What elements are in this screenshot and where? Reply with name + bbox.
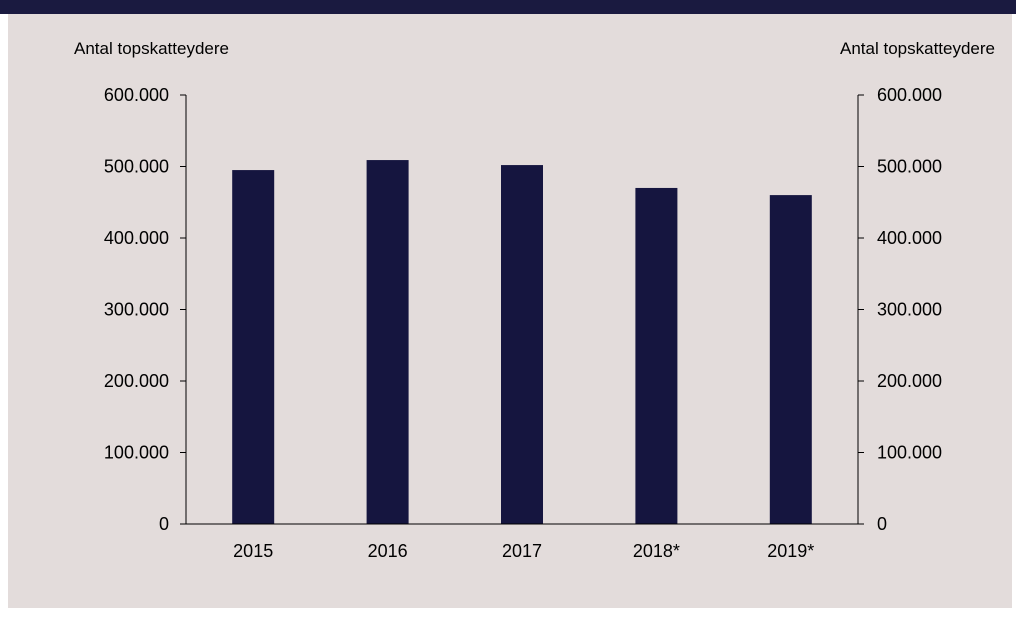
left-y-tick-label: 100.000 [104, 443, 169, 463]
bar-2016 [366, 160, 409, 524]
left-y-tick-label: 300.000 [104, 300, 169, 320]
x-tick-label: 2018* [633, 541, 680, 561]
left-axis-unit-label: Antal topskatteydere [74, 39, 229, 58]
left-y-tick-label: 0 [159, 514, 169, 534]
x-tick-label: 2016 [368, 541, 408, 561]
right-y-tick-label: 300.000 [877, 300, 942, 320]
right-y-tick-label: 400.000 [877, 228, 942, 248]
bar-2019-prelim [769, 195, 812, 524]
bars [232, 160, 812, 524]
right-axis-unit-label: Antal topskatteydere [840, 39, 995, 58]
left-y-tick-label: 400.000 [104, 228, 169, 248]
left-y-axis: 0 100.000 200.000 300.000 400.000 500.000 600.… [104, 85, 187, 534]
right-y-tick-label: 600.000 [877, 85, 942, 105]
left-y-tick-label: 200.000 [104, 371, 169, 391]
right-y-axis: 0 100.000 200.000 300.000 400.000 500.000 600.… [857, 85, 942, 534]
right-y-tick-label: 200.000 [877, 371, 942, 391]
figure-title-bar [0, 0, 1016, 14]
left-y-tick-label: 500.000 [104, 157, 169, 177]
x-tick-label: 2015 [233, 541, 273, 561]
left-y-tick-label: 600.000 [104, 85, 169, 105]
x-axis: 2015 2016 2017 2018* 2019* [186, 523, 858, 561]
right-y-tick-label: 500.000 [877, 157, 942, 177]
bar-2018-prelim [635, 187, 678, 524]
bar-2015 [232, 170, 275, 524]
right-y-tick-label: 0 [877, 514, 887, 534]
x-tick-label: 2019* [767, 541, 814, 561]
right-y-tick-label: 100.000 [877, 443, 942, 463]
x-tick-label: 2017 [502, 541, 542, 561]
bar-2017 [501, 165, 543, 524]
